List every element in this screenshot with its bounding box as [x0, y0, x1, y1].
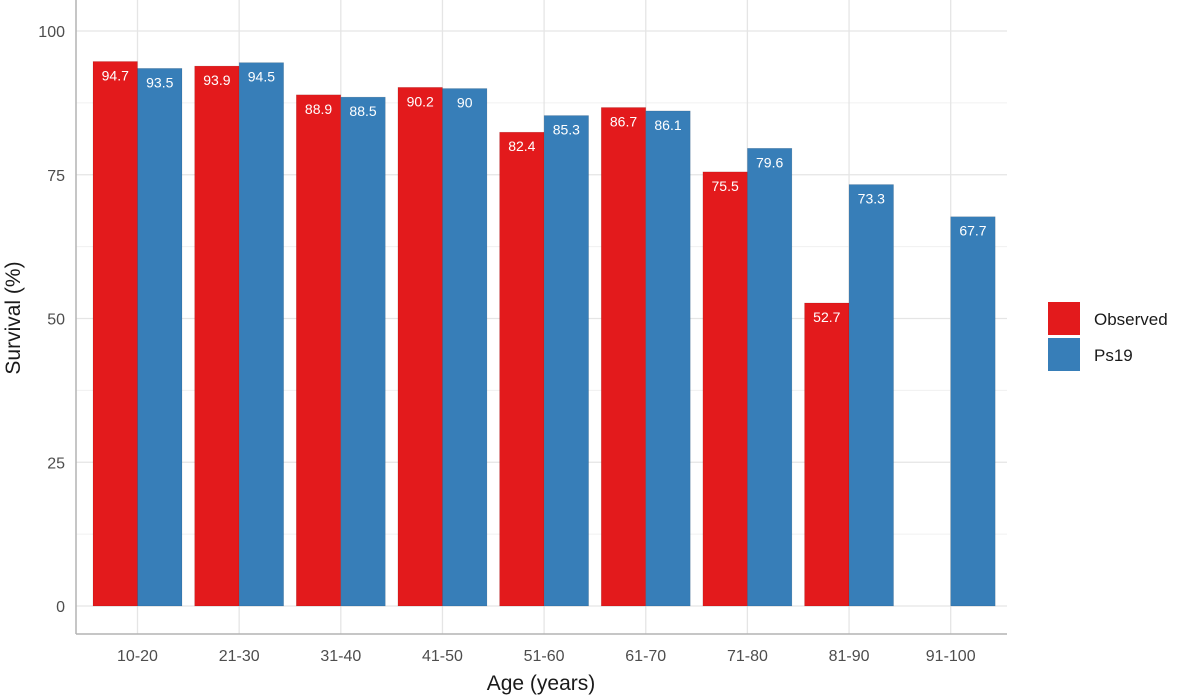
- y-tick-label: 50: [47, 312, 65, 329]
- data-label: 93.9: [203, 72, 230, 88]
- data-label: 75.5: [712, 178, 739, 194]
- x-tick-label: 21-30: [219, 648, 260, 665]
- bar-ps19: [137, 68, 183, 607]
- bar-observed: [295, 94, 342, 607]
- data-label: 82.4: [508, 138, 535, 154]
- bar-observed: [92, 61, 138, 607]
- data-label: 93.5: [146, 74, 173, 90]
- data-label: 90: [457, 95, 473, 111]
- x-axis-title: Age (years): [487, 672, 596, 695]
- bar-observed: [499, 131, 545, 607]
- x-tick-label: 71-80: [727, 648, 768, 665]
- x-tick-label: 61-70: [625, 648, 666, 665]
- bar-ps19: [543, 115, 589, 607]
- axes: 0 25 50 75 100 10-20 21-30 31-40 41-50 51-60 61-70…: [38, 0, 1007, 665]
- data-label: 90.2: [407, 93, 434, 109]
- legend-label-ps19: Ps19: [1094, 346, 1133, 365]
- bars: 94.7 93.5 93.9 94.5 88.9 88.5 90.2 90 82.4 85.3 86…: [92, 61, 996, 607]
- x-tick-label: 41-50: [422, 648, 463, 665]
- legend-key-observed: [1048, 302, 1080, 335]
- y-tick-label: 25: [47, 455, 65, 472]
- y-axis-title: Survival (%): [2, 261, 25, 374]
- legend-key-ps19: [1048, 338, 1080, 371]
- bar-observed: [702, 171, 748, 607]
- data-label: 86.1: [654, 117, 681, 133]
- bar-ps19: [340, 96, 386, 607]
- bar-ps19: [747, 148, 793, 607]
- bar-observed: [600, 107, 647, 607]
- data-label: 94.5: [248, 69, 275, 85]
- x-tick-label: 10-20: [117, 648, 158, 665]
- bar-observed: [194, 65, 240, 607]
- bar-ps19: [848, 184, 894, 607]
- x-tick-label: 81-90: [829, 648, 870, 665]
- bar-ps19: [238, 62, 284, 607]
- x-tick-label: 51-60: [524, 648, 565, 665]
- bar-ps19: [645, 110, 691, 607]
- data-label: 79.6: [756, 154, 783, 170]
- y-tick-label: 100: [38, 24, 65, 41]
- bar-ps19: [442, 88, 488, 607]
- legend: Observed Ps19: [1048, 302, 1168, 371]
- y-tick-label: 75: [47, 168, 65, 185]
- x-tick-label: 31-40: [320, 648, 361, 665]
- bar-ps19: [950, 216, 996, 607]
- legend-label-observed: Observed: [1094, 310, 1168, 329]
- data-label: 86.7: [610, 113, 637, 129]
- data-label: 67.7: [959, 223, 986, 239]
- y-tick-label: 0: [56, 599, 65, 616]
- data-label: 88.9: [305, 101, 332, 117]
- bar-observed: [804, 302, 850, 607]
- data-label: 52.7: [813, 309, 840, 325]
- data-label: 73.3: [858, 191, 885, 207]
- data-label: 85.3: [553, 122, 580, 138]
- bar-observed: [397, 87, 443, 607]
- x-tick-label: 91-100: [926, 648, 976, 665]
- data-label: 94.7: [102, 67, 129, 83]
- data-label: 88.5: [349, 103, 376, 119]
